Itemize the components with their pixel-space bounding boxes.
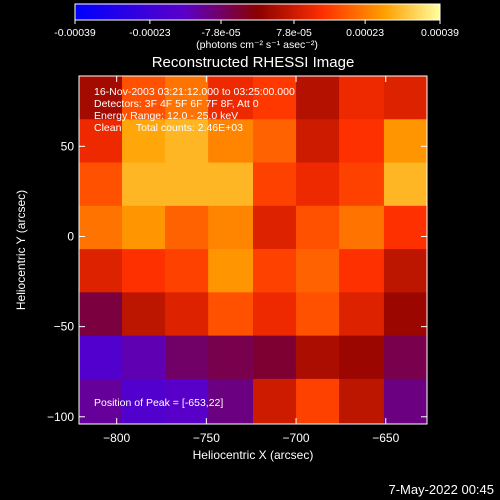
colorbar-tick-label: -7.8e-05 [201,27,240,39]
heatmap-cell [296,378,340,424]
observation-info: 16-Nov-2003 03:21:12.000 to 03:25:00.000… [94,86,295,134]
heatmap-cell [296,205,340,250]
y-tick-label: 50 [61,139,75,153]
x-tick-label: −750 [193,431,220,445]
heatmap-cell [79,205,123,250]
heatmap-cell [339,205,385,250]
heatmap-cell [339,335,385,380]
heatmap-cell [79,335,123,380]
heatmap-cell [208,292,254,337]
y-axis-label: Heliocentric Y (arcsec) [14,190,28,310]
x-tick-label: −700 [283,431,310,445]
heatmap-cell [253,378,297,424]
heatmap-cell [122,378,166,424]
heatmap-cell [122,292,166,337]
plot-frame [78,75,428,425]
heatmap-cell [383,205,427,250]
heatmap-cell [208,119,254,164]
heatmap-cell [122,335,166,380]
heatmap-cell [165,119,209,164]
heatmap-cell [165,378,209,424]
heatmap-cell [253,162,297,207]
heatmap-cell [253,292,297,337]
colorbar-tick-label: 7.8e-05 [276,27,312,39]
heatmap-cell [165,205,209,250]
heatmap [79,76,427,424]
heatmap-cell [339,378,385,424]
heatmap-cell [208,205,254,250]
heatmap-cell [339,249,385,293]
colorbar-tick-label: 0.00023 [346,27,384,39]
heatmap-cell [383,249,427,293]
heatmap-cell [79,162,123,207]
time-range: 16-Nov-2003 03:21:12.000 to 03:25:00.000 [94,86,295,98]
heatmap-cell [79,249,123,293]
heatmap-cell [208,335,254,380]
heatmap-cell [383,162,427,207]
heatmap-cell [253,76,297,120]
footer-datetime: 7-May-2022 00:45 [388,482,494,497]
heatmap-cell [296,335,340,380]
heatmap-cell [122,119,166,164]
heatmap-cell [253,335,297,380]
colorbar-tick-label: -0.00039 [54,27,96,39]
heatmap-cell [383,119,427,164]
heatmap-cell [79,119,123,164]
colorbar [74,3,441,21]
y-tick-label: −50 [54,320,75,334]
heatmap-cell [165,76,209,120]
heatmap-cell [79,76,123,120]
heatmap-cell [339,119,385,164]
colorbar-ticks: -0.00039 -0.00023 -7.8e-05 7.8e-05 0.00023 0.… [54,20,459,39]
chart-title: Reconstructed RHESSI Image [152,54,355,71]
axis-ticks: −800 −750 −700 −650 −100 −50 0 50 [47,76,427,445]
heatmap-cell [383,378,427,424]
heatmap-cell [296,249,340,293]
y-tick-label: 0 [67,229,74,243]
heatmap-cell [383,76,427,120]
heatmap-cell [122,162,166,207]
heatmap-cell [253,249,297,293]
heatmap-cell [339,76,385,120]
heatmap-cell [208,76,254,120]
heatmap-cell [253,119,297,164]
heatmap-cell [383,292,427,337]
heatmap-cell [296,76,340,120]
colorbar-tick-label: 0.00039 [421,27,459,39]
heatmap-cell [296,119,340,164]
heatmap-cell [165,162,209,207]
heatmap-cell [122,76,166,120]
heatmap-cell [122,205,166,250]
x-tick-label: −650 [372,431,399,445]
heatmap-cell [253,205,297,250]
x-axis-label: Heliocentric X (arcsec) [193,448,314,462]
heatmap-cell [165,249,209,293]
colorbar-units: (photons cm⁻² s⁻¹ asec⁻²) [196,39,318,51]
heatmap-cell [79,292,123,337]
heatmap-cell [383,335,427,380]
y-tick-label: −100 [47,410,74,424]
detectors: Detectors: 3F 4F 5F 6F 7F 8F, Att 0 [94,98,259,110]
heatmap-cell [296,162,340,207]
method-counts: Clean Total counts: 2.46E+03 [94,122,243,134]
heatmap-cell [208,249,254,293]
heatmap-cell [339,292,385,337]
peak-position: Position of Peak = [-653,22] [94,397,224,409]
energy-range: Energy Range: 12.0 - 25.0 keV [94,110,239,122]
heatmap-cell [165,335,209,380]
colorbar-tick-label: -0.00023 [129,27,171,39]
heatmap-cell [208,162,254,207]
heatmap-cell [79,378,123,424]
heatmap-cell [208,378,254,424]
x-tick-label: −800 [103,431,130,445]
heatmap-cell [296,292,340,337]
heatmap-cell [339,162,385,207]
heatmap-cell [165,292,209,337]
heatmap-cell [122,249,166,293]
